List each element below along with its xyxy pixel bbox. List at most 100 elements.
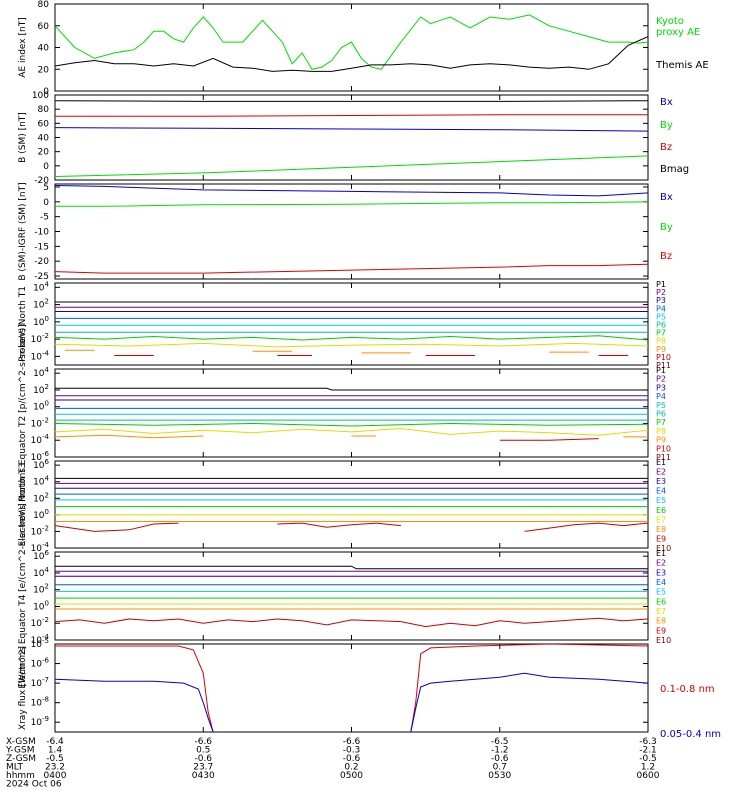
ephemeris-value: -1.2 — [491, 746, 509, 756]
legend-entry: E3 — [656, 477, 666, 486]
legend-entry: P1 — [656, 280, 666, 289]
panel-frame — [54, 183, 649, 280]
y-tick-label: 0 — [43, 87, 49, 97]
series-line-0.1-0.8 nm — [55, 645, 214, 732]
legend-entry: Bx — [660, 192, 673, 203]
y-tick-base: 10 — [33, 386, 45, 396]
panel-3: 5 0 -5 -10 -15 -20 -25 B (SM)-IGRF (SM) [nT] Bx B… — [18, 182, 673, 282]
ephemeris-value: 0430 — [192, 771, 215, 781]
y-tick-exponent: -2 — [42, 524, 49, 532]
ephemeris-value: -6.6 — [194, 737, 212, 747]
y-tick-label: 10-2 — [31, 332, 49, 345]
legend-entry: P3 — [656, 383, 666, 392]
legend-entry: P9 — [656, 345, 666, 354]
legend-entry: P8 — [656, 427, 666, 436]
y-tick-base: 10 — [33, 403, 45, 413]
y-tick-label: 100 — [33, 400, 49, 413]
y-tick-exponent: -4 — [42, 433, 50, 441]
panel-frame — [54, 551, 649, 641]
y-tick-label: 10-2 — [31, 616, 49, 629]
y-tick-exponent: -9 — [42, 715, 49, 723]
y-tick-exponent: -5 — [42, 637, 49, 645]
panel-frame — [54, 643, 649, 733]
legend-entry: E10 — [656, 636, 671, 645]
legend-entry: E2 — [656, 468, 666, 477]
y-tick-label: 102 — [33, 298, 49, 311]
y-tick-base: 10 — [31, 619, 43, 629]
y-tick-exponent: 2 — [45, 583, 49, 591]
y-tick-base: 10 — [33, 511, 45, 521]
y-tick-label: 10-8 — [31, 696, 49, 709]
y-tick-exponent: -8 — [42, 696, 49, 704]
y-tick-base: 10 — [33, 369, 45, 379]
legend-entry: P5 — [656, 312, 666, 321]
y-tick-label: -10 — [34, 228, 49, 238]
y-axis-label: B (SM) [nT] — [18, 112, 28, 163]
legend-entry: E1 — [656, 458, 666, 467]
y-tick-label: 10-5 — [31, 637, 49, 650]
y-tick-exponent: 0 — [45, 599, 49, 607]
legend-entry: E8 — [656, 525, 666, 534]
legend-entry: Bz — [660, 251, 672, 262]
y-tick-label: 40 — [38, 134, 50, 144]
ephemeris-value: -0.3 — [343, 746, 361, 756]
legend-entry: P1 — [656, 366, 666, 375]
legend-entry: proxy AE — [656, 27, 700, 38]
ephemeris-value: 23.2 — [45, 763, 65, 773]
series-line-Bmag — [55, 100, 648, 102]
legend-entry: P5 — [656, 401, 666, 410]
y-tick-base: 10 — [31, 636, 43, 646]
series-line-E9 — [277, 522, 401, 528]
ephemeris-value: -0.6 — [194, 754, 212, 764]
ephemeris-date: 2024 Oct 06 — [6, 780, 62, 790]
y-tick-exponent: -4 — [42, 541, 50, 549]
y-tick-base: 10 — [33, 461, 45, 471]
series-line-0.05-0.4 nm — [55, 678, 214, 732]
y-tick-label: 104 — [33, 475, 49, 488]
y-tick-base: 10 — [31, 352, 43, 362]
legend-entry: P4 — [656, 304, 666, 313]
y-tick-label: 80 — [38, 105, 50, 115]
legend-entry: P10 — [656, 444, 671, 453]
ephemeris-value: -2.1 — [639, 746, 657, 756]
y-tick-base: 10 — [33, 301, 45, 311]
y-tick-base: 10 — [33, 602, 45, 612]
y-tick-label: -5 — [40, 213, 49, 223]
legend-entry: P7 — [656, 418, 666, 427]
series-line-P7 — [55, 335, 648, 341]
panel-frame — [54, 3, 649, 92]
series-line-P8 — [55, 342, 648, 348]
y-tick-exponent: -6 — [42, 450, 50, 458]
y-axis-label: Protons Equator T2 [p/(cm^2-s-sr-keV)] — [18, 324, 28, 501]
legend-entry: P8 — [656, 337, 666, 346]
y-tick-base: 10 — [33, 478, 45, 488]
y-tick-label: 0 — [43, 198, 49, 208]
y-tick-exponent: 2 — [45, 383, 49, 391]
y-tick-label: 40 — [38, 44, 50, 54]
legend-entry: Kyoto — [656, 16, 684, 27]
ephemeris-label: MLT — [6, 763, 24, 773]
series-line-P10 — [499, 438, 599, 441]
ephemeris-table: X-GSM -6.4 -6.6 -6.6 -6.5 -6.3 Y-GSM 1.4 0.5 -0.3… — [5, 737, 660, 790]
y-tick-base: 10 — [31, 640, 43, 650]
y-tick-exponent: 4 — [45, 475, 50, 483]
legend-entry: E4 — [656, 578, 666, 587]
y-tick-base: 10 — [31, 718, 43, 728]
y-axis-label: B (SM)-IGRF (SM) [nT] — [18, 182, 28, 280]
y-axis-label: Protons North T1 — [18, 286, 28, 362]
legend-entry: E10 — [656, 544, 671, 553]
y-tick-label: 102 — [33, 491, 49, 504]
legend-entry: E9 — [656, 534, 666, 543]
series-line-E1 — [55, 565, 648, 570]
legend-entry: E1 — [656, 549, 666, 558]
ephemeris-value: 0.2 — [344, 763, 358, 773]
y-tick-label: 104 — [33, 280, 49, 293]
legend-entry: P7 — [656, 329, 666, 338]
legend-entry: By — [660, 120, 673, 131]
ephemeris-value: 0400 — [44, 771, 67, 781]
ephemeris-value: 1.4 — [48, 746, 63, 756]
y-tick-exponent: -7 — [42, 676, 49, 684]
y-tick-label: 10-9 — [31, 715, 49, 728]
